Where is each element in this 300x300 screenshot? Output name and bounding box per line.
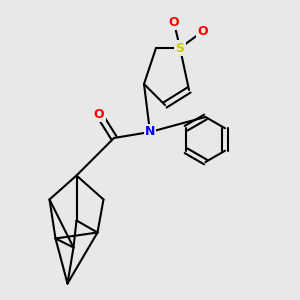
Text: O: O <box>169 16 179 29</box>
Text: N: N <box>145 125 155 139</box>
Text: O: O <box>197 25 208 38</box>
Text: S: S <box>176 41 184 55</box>
Text: O: O <box>94 107 104 121</box>
